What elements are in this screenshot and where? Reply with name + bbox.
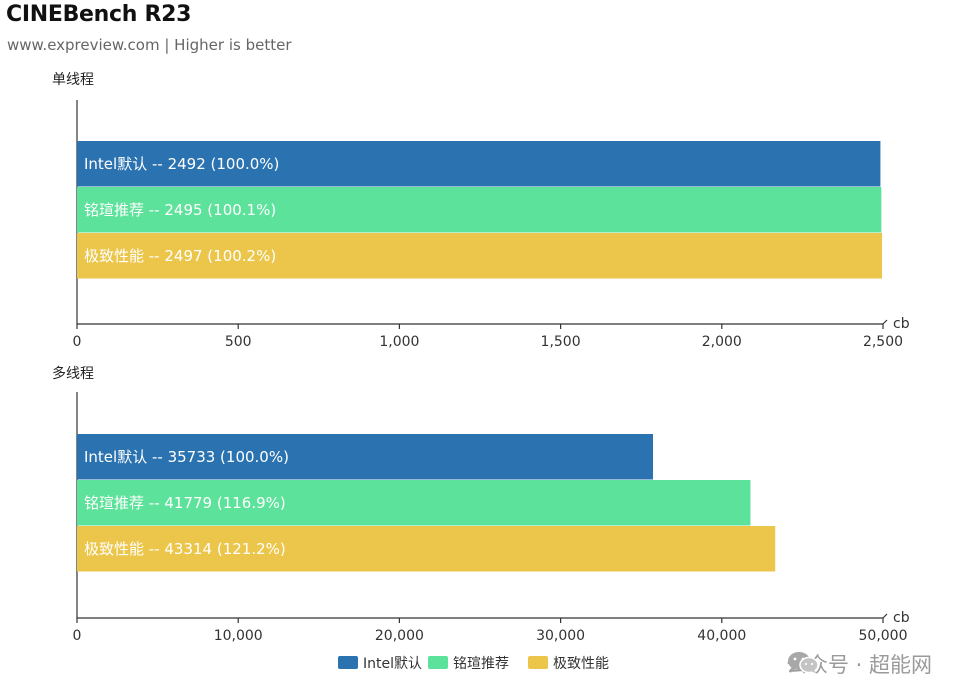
x-tick-label: 2,500: [863, 334, 903, 350]
x-tick-label: 40,000: [697, 628, 746, 644]
chart-panels: 单线程 Intel默认 -- 2492 (100.0%) 铭瑄推荐 -- 2495 …: [52, 72, 910, 644]
bar-label: 极致性能 -- 2497 (100.2%): [84, 247, 276, 265]
x-tick-label: 50,000: [859, 628, 908, 644]
x-tick-label: 30,000: [536, 628, 585, 644]
bar-label: 铭瑄推荐 -- 2495 (100.1%): [84, 201, 276, 219]
x-tick-label: 10,000: [214, 628, 263, 644]
x-tick-label: 2,000: [702, 334, 742, 350]
legend-item-2: 铭瑄推荐: [428, 656, 509, 672]
bar-3: [77, 526, 776, 572]
chart-legend: Intel默认 铭瑄推荐 极致性能: [338, 656, 609, 672]
bar-label: Intel默认 -- 35733 (100.0%): [84, 448, 289, 466]
legend-item-1: Intel默认: [338, 656, 422, 672]
x-tick-label: 500: [225, 334, 252, 350]
chart-subtitle: www.expreview.com | Higher is better: [7, 36, 292, 54]
legend-swatch: [338, 656, 358, 669]
watermark: 公众号 · 超能网: [786, 649, 932, 679]
x-tick-label: 1,000: [379, 334, 419, 350]
x-tick-label: 1,500: [541, 334, 581, 350]
bar-2: [77, 187, 882, 233]
bar-1: [77, 434, 654, 480]
bar-1: [77, 141, 881, 187]
x-axis-unit: cb: [893, 316, 910, 332]
x-axis-unit: cb: [893, 610, 910, 626]
legend-swatch: [428, 656, 448, 669]
panel-label: 单线程: [52, 72, 94, 88]
x-tick-label: 0: [73, 628, 82, 644]
legend-item-3: 极致性能: [528, 656, 609, 672]
bar-label: 极致性能 -- 43314 (121.2%): [84, 540, 286, 558]
x-axis-end-mark: [882, 613, 888, 619]
bar-2: [77, 480, 751, 526]
bar-label: Intel默认 -- 2492 (100.0%): [84, 155, 279, 173]
legend-label: Intel默认: [363, 656, 422, 672]
wechat-icon: [787, 652, 819, 674]
x-axis-end-mark: [882, 319, 888, 325]
legend-swatch: [528, 656, 548, 669]
legend-label: 铭瑄推荐: [453, 656, 509, 672]
legend-label: 极致性能: [553, 656, 609, 672]
panel-label: 多线程: [52, 365, 94, 382]
bar-label: 铭瑄推荐 -- 41779 (116.9%): [84, 494, 286, 512]
x-tick-label: 20,000: [375, 628, 424, 644]
chart-title: CINEBench R23: [6, 2, 192, 27]
x-tick-label: 0: [73, 334, 82, 350]
chart-panel-1: 单线程 Intel默认 -- 2492 (100.0%) 铭瑄推荐 -- 2495 …: [52, 72, 910, 350]
chart-panel-2: 多线程 Intel默认 -- 35733 (100.0%) 铭瑄推荐 -- 4177…: [52, 365, 910, 644]
bar-3: [77, 233, 883, 279]
